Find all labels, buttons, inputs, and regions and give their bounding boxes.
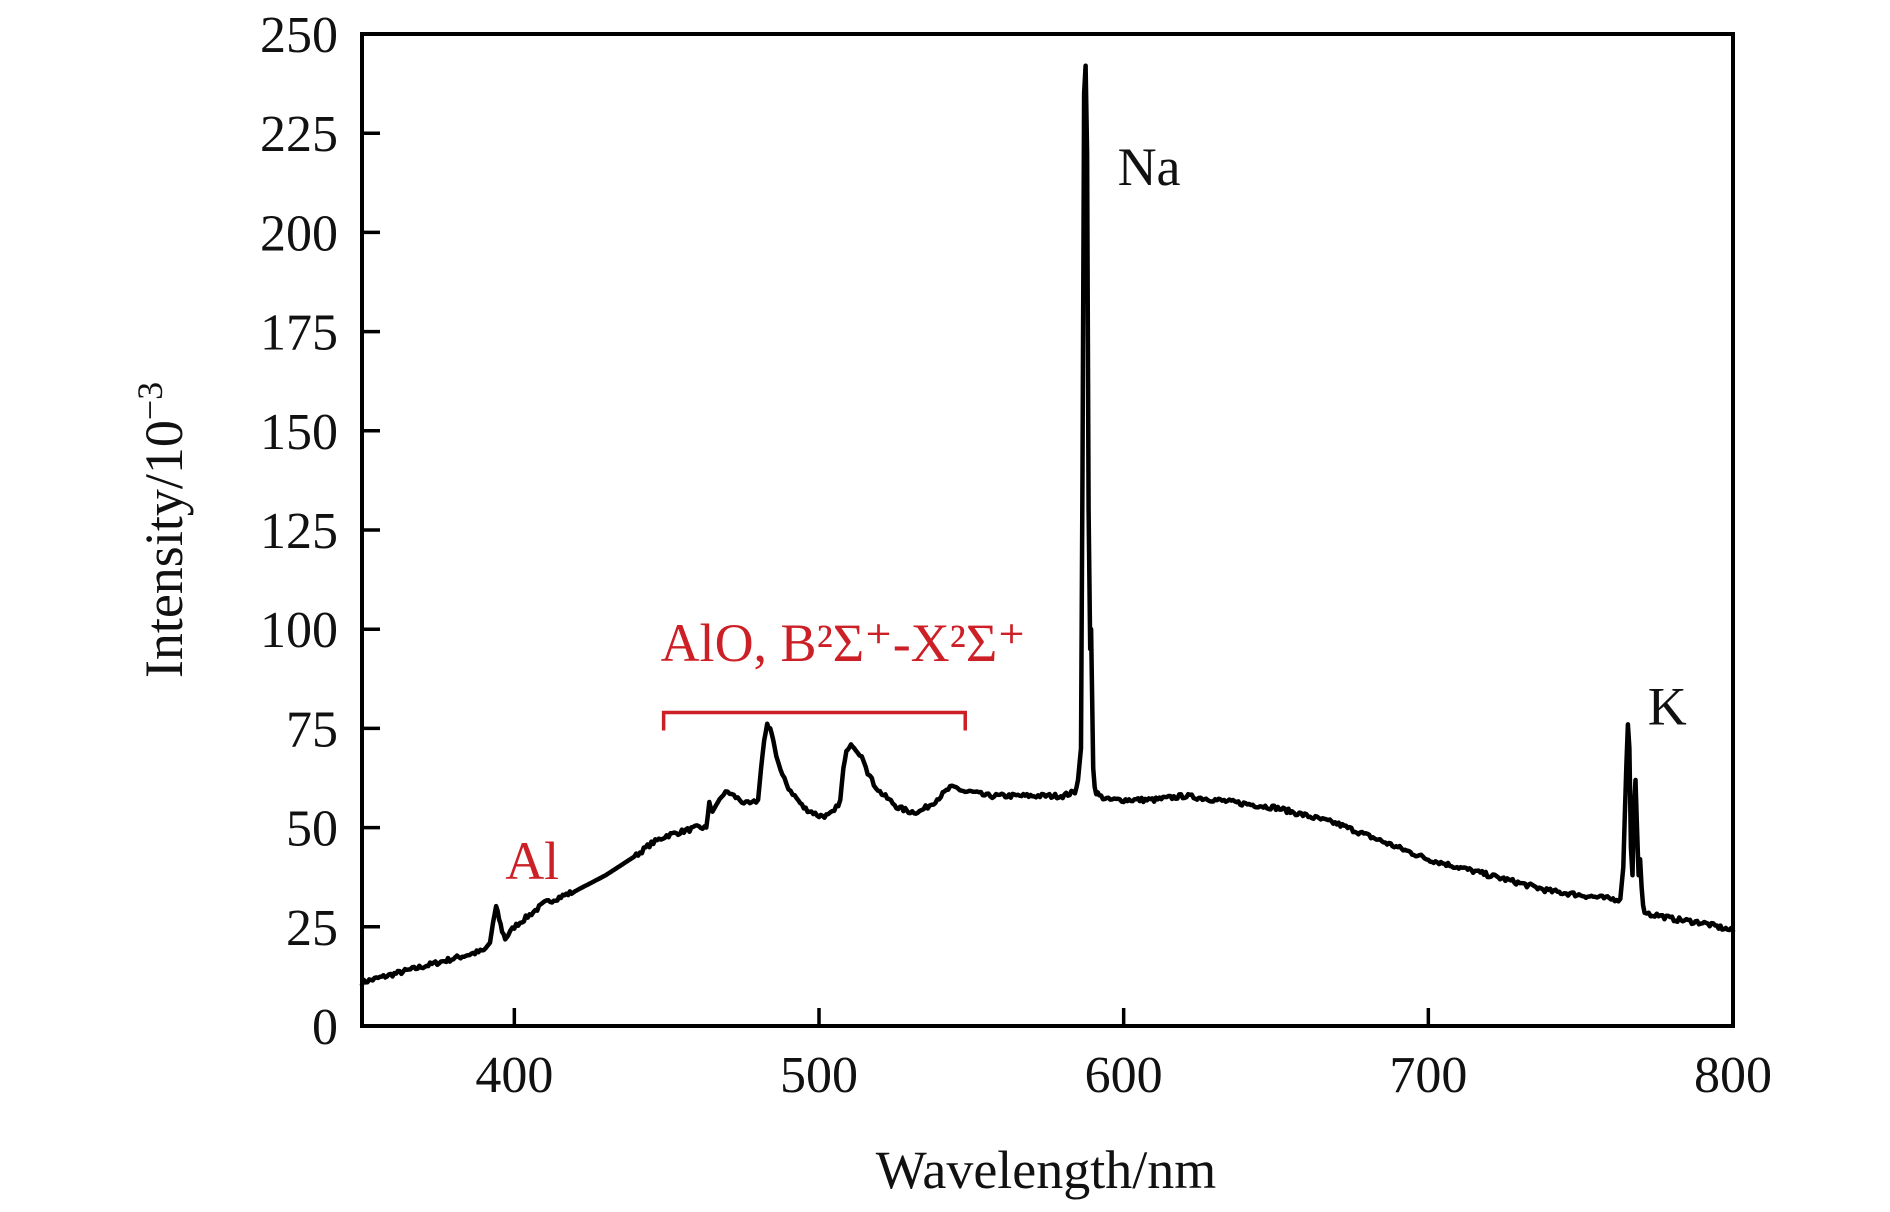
x-tick-label: 600 (1085, 1047, 1163, 1104)
ticks (362, 32, 1735, 1028)
y-tick-label: 175 (260, 305, 338, 362)
y-tick-label: 100 (260, 602, 338, 659)
y-axis-title-base: Intensity/10 (134, 420, 194, 678)
y-tick-label: 25 (286, 900, 338, 957)
annotation-na: Na (1118, 137, 1181, 197)
x-tick-label: 800 (1694, 1047, 1772, 1104)
y-tick-label: 150 (260, 404, 338, 461)
y-axis-title: Intensity/10−3 (130, 382, 194, 678)
y-tick-label: 0 (312, 999, 338, 1056)
x-tick-labels: 400 500 600 700 800 (475, 1047, 1772, 1104)
x-axis-title: Wavelength/nm (876, 1140, 1217, 1200)
y-tick-label: 250 (260, 7, 338, 64)
annotations: Na K Al AlO, B²Σ⁺-X²Σ⁺ (505, 137, 1687, 891)
y-tick-label: 75 (286, 701, 338, 758)
annotation-alo: AlO, B²Σ⁺-X²Σ⁺ (661, 613, 1026, 673)
x-tick-label: 400 (475, 1047, 553, 1104)
y-tick-labels: 0 25 50 75 100 125 150 175 200 225 250 (260, 7, 338, 1056)
x-tick-label: 500 (780, 1047, 858, 1104)
y-tick-label: 50 (286, 801, 338, 858)
spectrum-series-line (359, 63, 1736, 987)
annotation-k: K (1648, 676, 1687, 736)
x-tick-label: 700 (1389, 1047, 1467, 1104)
y-axis-title-exponent: −3 (130, 382, 170, 420)
y-tick-label: 125 (260, 503, 338, 560)
y-tick-label: 225 (260, 106, 338, 163)
plot-frame (360, 32, 1735, 1028)
annotation-al: Al (505, 831, 559, 891)
y-tick-label: 200 (260, 205, 338, 262)
alo-bracket (661, 710, 967, 731)
